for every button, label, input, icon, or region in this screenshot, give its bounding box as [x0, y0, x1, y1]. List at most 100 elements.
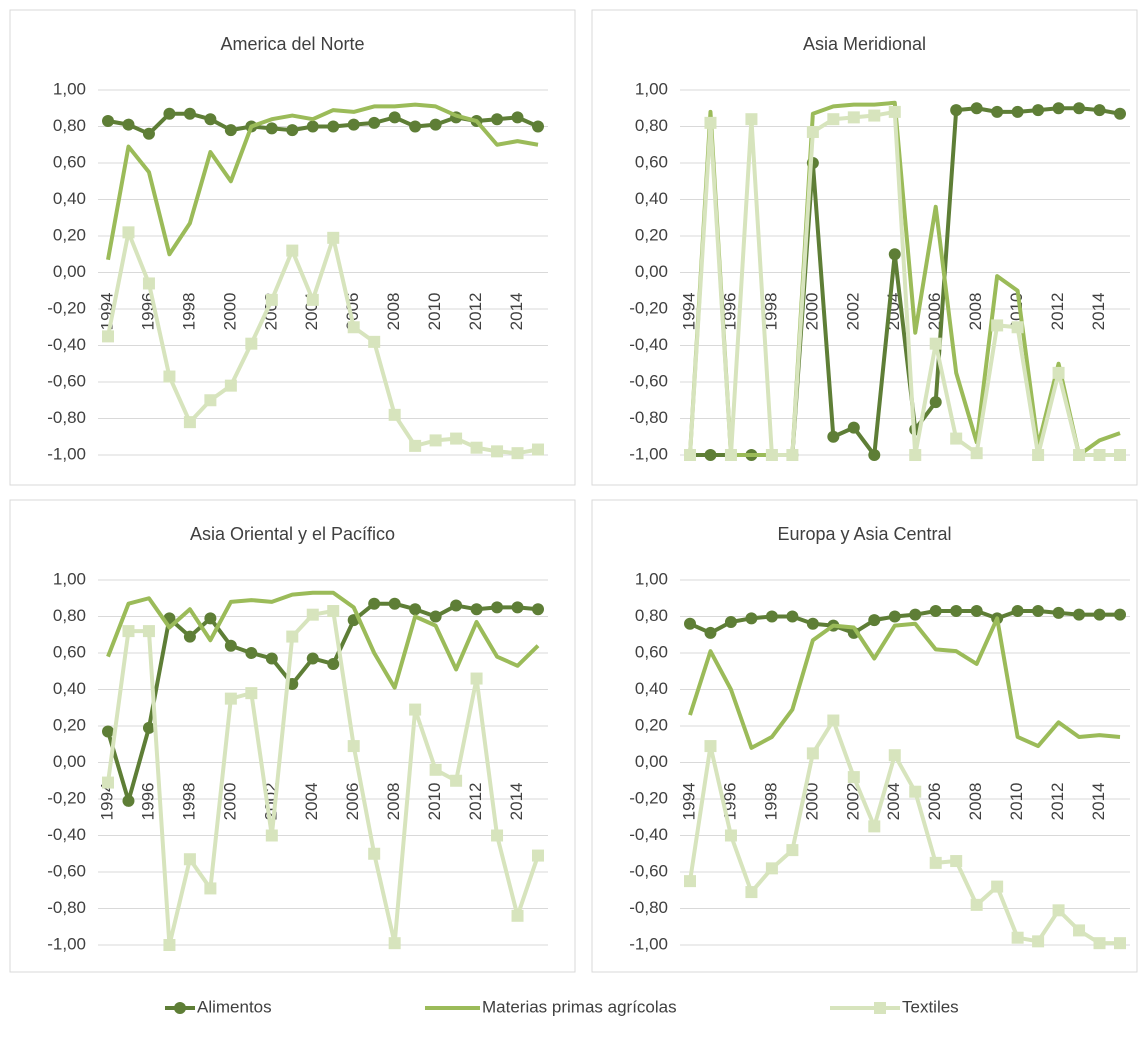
- data-point: [102, 330, 114, 343]
- data-point: [868, 820, 881, 833]
- data-point: [827, 430, 840, 443]
- chart-panel: America del Norte -1,00 -0,80 -0,60 -0,40 -0,…: [9, 9, 576, 486]
- data-point: [409, 703, 422, 716]
- data-point: [1093, 937, 1106, 950]
- data-point: [306, 608, 319, 621]
- y-tick-label: -0,40: [47, 335, 86, 354]
- x-tick-label: 1998: [761, 783, 780, 821]
- data-point: [204, 394, 217, 407]
- data-point: [388, 408, 401, 421]
- y-tick-label: -0,40: [629, 335, 668, 354]
- data-point: [1114, 608, 1126, 621]
- y-tick-label: -1,00: [629, 444, 668, 463]
- data-point: [532, 603, 544, 616]
- data-point: [1114, 107, 1126, 120]
- data-point: [491, 601, 504, 614]
- x-tick-label: 2002: [843, 783, 862, 821]
- data-point: [368, 335, 381, 348]
- y-tick-label: 1,00: [53, 79, 86, 98]
- data-point: [970, 898, 983, 911]
- data-point: [1114, 449, 1126, 461]
- y-tick-label: -0,20: [629, 298, 668, 317]
- data-point: [765, 610, 778, 623]
- x-tick-label: 2006: [925, 783, 944, 821]
- panel-frame: [591, 9, 1138, 486]
- y-tick-label: -1,00: [47, 934, 86, 953]
- y-tick-label: 0,80: [53, 116, 86, 135]
- y-tick-label: 0,20: [53, 225, 86, 244]
- data-point: [909, 608, 922, 621]
- data-point: [450, 774, 463, 787]
- data-point: [102, 115, 114, 128]
- data-point: [388, 597, 401, 610]
- y-tick-label: 0,00: [635, 752, 668, 771]
- series-line: [106, 102, 539, 261]
- data-point: [532, 120, 544, 133]
- x-tick-label: 2008: [966, 293, 985, 331]
- data-point: [409, 439, 422, 452]
- data-point: [827, 714, 840, 727]
- x-tick-label: 2014: [507, 783, 526, 821]
- data-point: [970, 102, 983, 115]
- data-point: [765, 862, 778, 875]
- data-point: [102, 725, 114, 738]
- y-tick-label: 0,80: [53, 606, 86, 625]
- data-point: [1052, 606, 1065, 619]
- data-point: [163, 939, 176, 951]
- data-point: [1052, 904, 1065, 917]
- y-tick-label: -0,80: [629, 408, 668, 427]
- data-point: [704, 116, 717, 129]
- data-point: [847, 421, 860, 434]
- data-point: [368, 597, 381, 610]
- data-point: [724, 449, 737, 461]
- x-tick-label: 2000: [220, 293, 239, 331]
- data-point: [1093, 449, 1106, 461]
- x-tick-label: 2014: [1089, 783, 1108, 821]
- y-tick-label: -0,60: [47, 371, 86, 390]
- data-point: [888, 610, 901, 623]
- data-point: [684, 449, 696, 461]
- data-point: [388, 111, 401, 124]
- legend-marker: [174, 1002, 186, 1014]
- x-tick-label: 1998: [179, 293, 198, 331]
- legend-label: Materias primas agrícolas: [482, 997, 677, 1016]
- data-point: [806, 747, 819, 760]
- series-line: [106, 230, 539, 456]
- data-point: [327, 231, 340, 244]
- data-point: [806, 125, 819, 138]
- data-point: [745, 886, 758, 899]
- chart-title: Asia Oriental y el Pacífico: [190, 524, 395, 544]
- x-tick-label: 2010: [425, 293, 444, 331]
- y-tick-label: -0,80: [629, 898, 668, 917]
- data-point: [429, 763, 442, 776]
- data-point: [245, 647, 258, 659]
- data-point: [1032, 449, 1045, 461]
- data-point: [991, 319, 1004, 332]
- chart-panel: Europa y Asia Central -1,00 -0,80 -0,60 -0,4…: [591, 499, 1138, 973]
- data-point: [847, 111, 860, 124]
- y-tick-label: 0,40: [53, 679, 86, 698]
- data-point: [163, 107, 176, 120]
- data-point: [1073, 102, 1086, 115]
- data-point: [1093, 104, 1106, 117]
- data-point: [929, 856, 942, 869]
- data-point: [327, 657, 340, 670]
- series-line: [106, 601, 539, 803]
- data-point: [1011, 321, 1024, 334]
- data-point: [909, 449, 922, 461]
- data-point: [368, 116, 381, 129]
- data-point: [868, 109, 881, 122]
- data-point: [1011, 605, 1024, 618]
- data-point: [724, 829, 737, 842]
- series-line: [689, 609, 1120, 635]
- y-tick-label: 1,00: [635, 569, 668, 588]
- data-point: [183, 853, 196, 866]
- panel-frame: [591, 499, 1138, 973]
- data-point: [1032, 104, 1045, 117]
- x-tick-label: 1998: [179, 783, 198, 821]
- data-point: [1073, 449, 1086, 461]
- x-tick-label: 2012: [466, 292, 485, 330]
- data-point: [827, 113, 840, 126]
- data-point: [991, 105, 1004, 118]
